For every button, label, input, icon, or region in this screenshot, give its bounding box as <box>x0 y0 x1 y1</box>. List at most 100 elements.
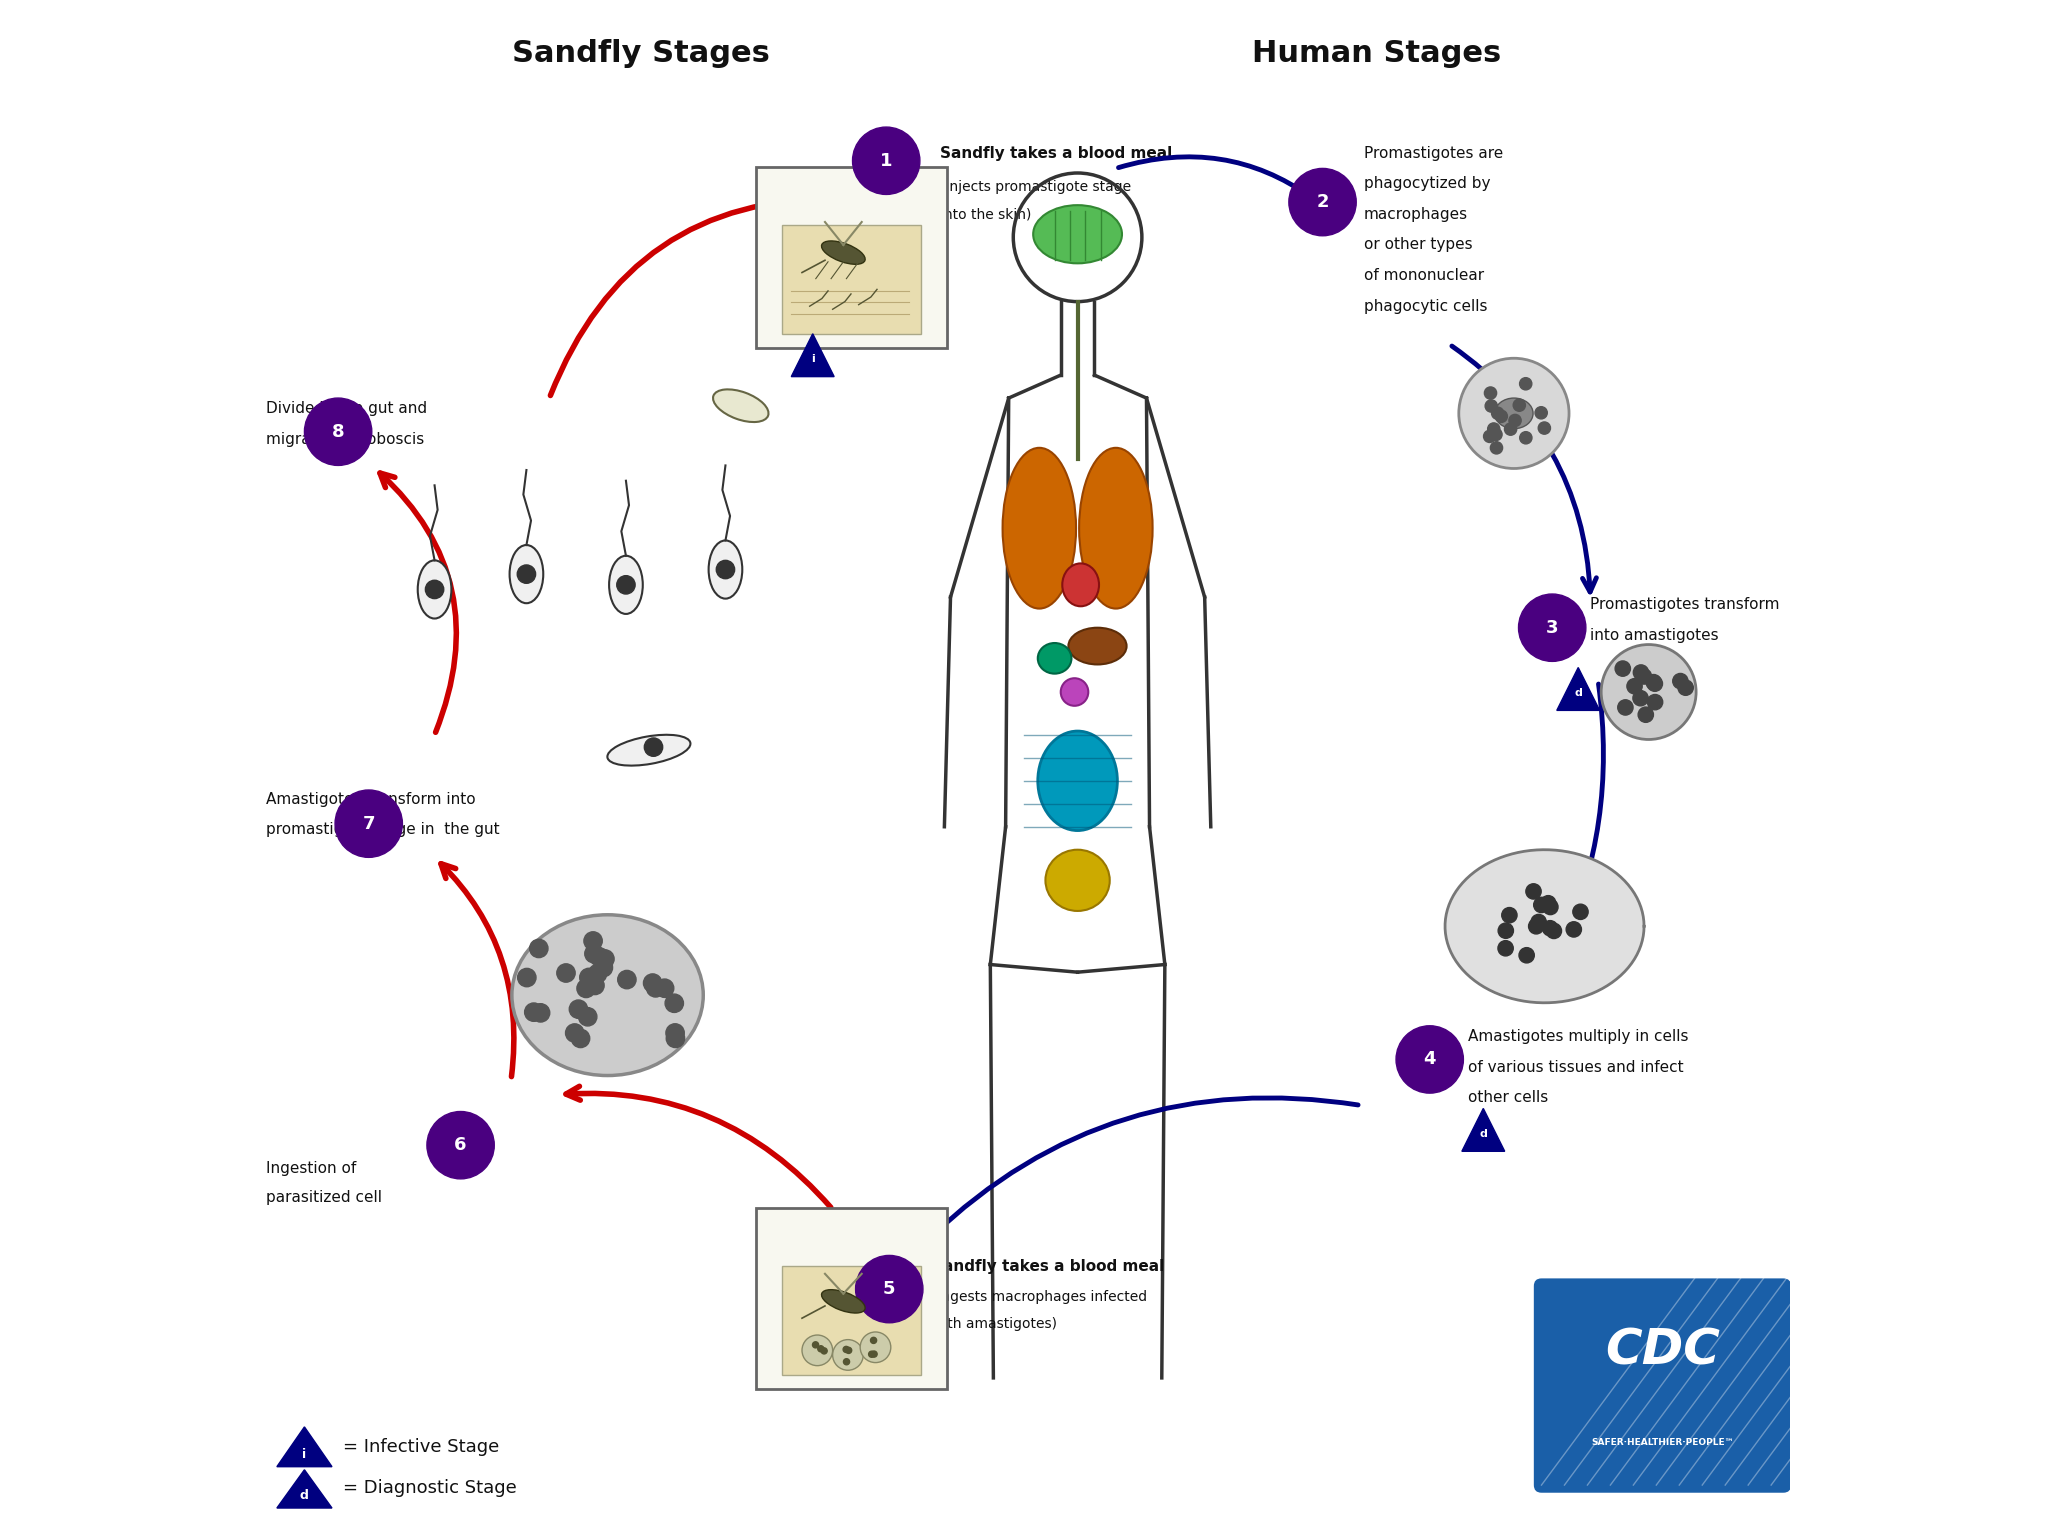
Circle shape <box>1616 661 1630 677</box>
Text: 3: 3 <box>1546 619 1559 637</box>
Text: 8: 8 <box>332 423 344 441</box>
Ellipse shape <box>821 240 864 265</box>
Circle shape <box>1673 674 1688 689</box>
FancyBboxPatch shape <box>782 225 922 334</box>
Circle shape <box>1520 378 1532 390</box>
Text: 1: 1 <box>881 152 893 170</box>
Ellipse shape <box>512 916 702 1075</box>
Circle shape <box>1546 923 1561 939</box>
Text: i: i <box>811 355 815 364</box>
Circle shape <box>645 738 664 756</box>
Circle shape <box>305 398 373 465</box>
Ellipse shape <box>1063 563 1100 606</box>
Circle shape <box>569 1000 588 1018</box>
Circle shape <box>844 1358 850 1364</box>
Circle shape <box>870 1350 877 1356</box>
Ellipse shape <box>1044 850 1110 911</box>
Circle shape <box>852 127 920 194</box>
Circle shape <box>817 1346 823 1352</box>
Circle shape <box>1485 387 1497 400</box>
Circle shape <box>1542 899 1559 914</box>
Text: other cells: other cells <box>1468 1090 1548 1105</box>
Polygon shape <box>276 1470 332 1508</box>
Text: 4: 4 <box>1423 1050 1436 1069</box>
Circle shape <box>643 974 662 992</box>
Text: or other types: or other types <box>1364 237 1473 253</box>
Text: Promastigotes are: Promastigotes are <box>1364 145 1503 161</box>
Circle shape <box>1536 407 1548 419</box>
Circle shape <box>1538 423 1550 435</box>
Circle shape <box>1483 430 1495 442</box>
Ellipse shape <box>1495 398 1534 429</box>
Circle shape <box>530 939 549 957</box>
Ellipse shape <box>1032 205 1122 263</box>
Circle shape <box>1487 423 1499 435</box>
Circle shape <box>821 1347 827 1353</box>
Text: into amastigotes: into amastigotes <box>1591 628 1718 643</box>
Circle shape <box>596 949 614 968</box>
Circle shape <box>1573 905 1587 920</box>
FancyBboxPatch shape <box>782 1266 922 1375</box>
Circle shape <box>1499 923 1513 939</box>
Text: into the skin): into the skin) <box>940 207 1032 222</box>
Text: SAFER·HEALTHIER·PEOPLE™: SAFER·HEALTHIER·PEOPLE™ <box>1591 1438 1735 1447</box>
Ellipse shape <box>510 545 543 603</box>
Text: Sandfly Stages: Sandfly Stages <box>512 40 770 67</box>
Text: Human Stages: Human Stages <box>1251 40 1501 67</box>
Circle shape <box>1534 897 1548 912</box>
Text: promastigote stage in  the gut: promastigote stage in the gut <box>266 822 500 837</box>
Text: CDC: CDC <box>1606 1326 1720 1375</box>
Text: of various tissues and infect: of various tissues and infect <box>1468 1059 1683 1075</box>
Circle shape <box>666 1024 684 1043</box>
Circle shape <box>1520 432 1532 444</box>
Circle shape <box>1626 678 1642 694</box>
Circle shape <box>1618 700 1632 715</box>
Circle shape <box>1495 410 1507 423</box>
Text: Amastigotes multiply in cells: Amastigotes multiply in cells <box>1468 1029 1688 1044</box>
Text: d: d <box>1479 1130 1487 1139</box>
Circle shape <box>1567 922 1581 937</box>
Circle shape <box>586 945 604 963</box>
Polygon shape <box>1556 668 1599 710</box>
Circle shape <box>571 1029 590 1047</box>
Text: 5: 5 <box>883 1280 895 1298</box>
Text: 7: 7 <box>362 814 375 833</box>
Text: 2: 2 <box>1317 193 1329 211</box>
Polygon shape <box>1462 1108 1505 1151</box>
Circle shape <box>1647 677 1663 692</box>
Ellipse shape <box>1061 678 1087 706</box>
Polygon shape <box>791 334 834 377</box>
Circle shape <box>518 969 537 987</box>
Text: Sandfly takes a blood meal: Sandfly takes a blood meal <box>932 1258 1165 1274</box>
Circle shape <box>530 1004 549 1023</box>
Circle shape <box>1491 442 1503 455</box>
Circle shape <box>1677 680 1694 695</box>
Text: i: i <box>303 1448 307 1461</box>
Circle shape <box>1491 407 1503 419</box>
Circle shape <box>666 994 684 1012</box>
Text: (ingests macrophages infected: (ingests macrophages infected <box>932 1289 1147 1304</box>
Circle shape <box>1528 919 1544 934</box>
Text: d: d <box>299 1490 309 1502</box>
Text: with amastigotes): with amastigotes) <box>932 1317 1057 1332</box>
Circle shape <box>1647 675 1661 690</box>
Circle shape <box>1489 429 1501 441</box>
Text: Amastigotes transform into: Amastigotes transform into <box>266 792 475 807</box>
Circle shape <box>856 1255 924 1323</box>
Text: Divide in the gut and: Divide in the gut and <box>266 401 428 416</box>
Ellipse shape <box>1458 358 1569 468</box>
Circle shape <box>1634 664 1649 680</box>
Circle shape <box>584 932 602 951</box>
Circle shape <box>1520 948 1534 963</box>
Circle shape <box>586 977 604 995</box>
Circle shape <box>846 1347 852 1353</box>
Circle shape <box>1540 896 1556 911</box>
Ellipse shape <box>1079 447 1153 608</box>
Circle shape <box>1288 168 1356 236</box>
Text: d: d <box>1575 689 1583 698</box>
Circle shape <box>655 978 674 997</box>
Circle shape <box>578 1007 596 1026</box>
Circle shape <box>336 790 401 857</box>
FancyBboxPatch shape <box>756 167 948 348</box>
Ellipse shape <box>1602 645 1696 739</box>
